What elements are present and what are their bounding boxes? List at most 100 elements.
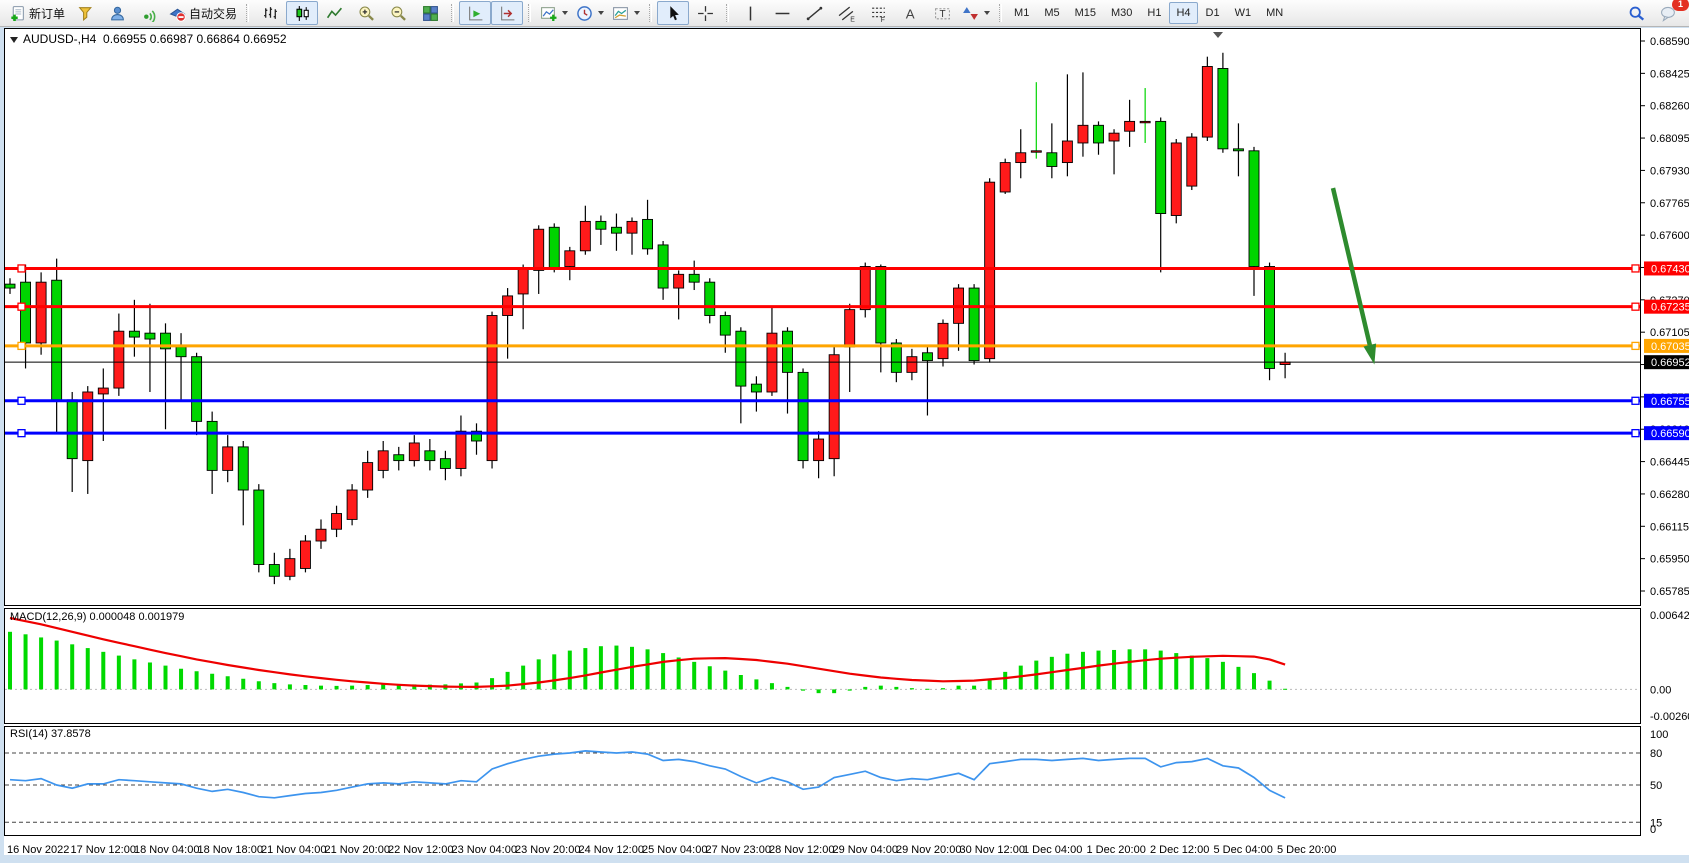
svg-text:0.00: 0.00	[1650, 684, 1671, 696]
svg-text:0.65950: 0.65950	[1650, 554, 1689, 566]
vertical-line-button[interactable]	[734, 1, 766, 25]
indicators-button[interactable]	[536, 1, 572, 25]
svg-text:24 Nov 12:00: 24 Nov 12:00	[579, 844, 644, 855]
new-order-icon	[11, 5, 24, 21]
trendline-button[interactable]	[798, 1, 830, 25]
hline-0.66952[interactable]: 0.66952	[5, 355, 1689, 370]
indicators-icon	[541, 6, 557, 21]
hline-0.67430[interactable]: 0.67430	[5, 261, 1689, 276]
svg-text:2 Dec 12:00: 2 Dec 12:00	[1150, 844, 1209, 855]
svg-text:27 Nov 23:00: 27 Nov 23:00	[706, 844, 771, 855]
candlestick-chart-button[interactable]	[286, 1, 319, 25]
new-order-label: 新订单	[29, 6, 66, 21]
svg-text:22 Nov 12:00: 22 Nov 12:00	[388, 844, 453, 855]
timeframe-m1[interactable]: M1	[1014, 7, 1030, 19]
svg-text:16 Nov 2022: 16 Nov 2022	[7, 844, 69, 855]
signal-button[interactable]	[133, 1, 165, 25]
timeframe-m30[interactable]: M30	[1111, 7, 1133, 19]
rsi-line	[9, 750, 1286, 799]
svg-text:0.68095: 0.68095	[1650, 133, 1689, 145]
horizontal-line-icon	[775, 12, 789, 14]
candle	[97, 387, 109, 395]
svg-text:1 Dec 20:00: 1 Dec 20:00	[1087, 844, 1146, 855]
chart-svg[interactable]: 0.68590 0.68425 0.68260 0.68095 0.67930 0.677…	[4, 28, 1689, 856]
chevron-down-icon	[562, 11, 569, 15]
autotrading-button[interactable]: 自动交易	[165, 1, 241, 25]
new-order-button[interactable]: 新订单	[5, 1, 69, 25]
candle	[160, 332, 171, 350]
svg-text:0.67035: 0.67035	[1651, 341, 1689, 353]
candle	[1093, 124, 1104, 144]
candle	[844, 309, 856, 348]
cursor-icon	[669, 5, 679, 20]
candle	[1186, 136, 1198, 187]
autotrading-label: 自动交易	[189, 6, 238, 21]
candle	[533, 228, 545, 271]
arrows-tool-button[interactable]	[958, 1, 994, 25]
candle	[999, 162, 1011, 193]
candle	[626, 220, 638, 234]
timeframe-m15[interactable]: M15	[1074, 7, 1096, 19]
timeframe-mn[interactable]: MN	[1266, 7, 1284, 19]
svg-text:0.67105: 0.67105	[1650, 327, 1689, 339]
svg-text:0.66445: 0.66445	[1650, 457, 1689, 469]
bar-chart-button[interactable]	[254, 1, 286, 25]
down-arrow-annotation[interactable]	[1330, 187, 1377, 365]
profile-button[interactable]	[101, 1, 133, 25]
tile-windows-button[interactable]	[414, 1, 446, 25]
candle	[113, 330, 125, 389]
candle	[128, 330, 140, 338]
candle	[222, 446, 234, 471]
candle	[1124, 120, 1136, 132]
macd-signal-line	[9, 616, 1286, 689]
svg-text:80: 80	[1650, 748, 1662, 760]
text-tool-button[interactable]: A	[894, 1, 926, 25]
zoom-out-button[interactable]	[382, 1, 414, 25]
timeframe-h4[interactable]: H4	[1169, 2, 1198, 24]
candle	[4, 283, 16, 289]
horizontal-line-button[interactable]	[766, 1, 798, 25]
svg-text:0.68425: 0.68425	[1650, 68, 1689, 80]
funnel-button[interactable]	[69, 1, 101, 25]
svg-text:23 Nov 04:00: 23 Nov 04:00	[452, 844, 517, 855]
candle	[1077, 124, 1089, 144]
candle	[595, 220, 607, 230]
timeframe-m5[interactable]: M5	[1044, 7, 1060, 19]
svg-text:0.67765: 0.67765	[1650, 198, 1689, 210]
line-chart-button[interactable]	[318, 1, 350, 25]
auto-scroll-button[interactable]	[459, 1, 492, 25]
candle	[719, 315, 731, 336]
bar-chart-icon	[263, 6, 277, 19]
equidistant-channel-button[interactable]: E	[830, 1, 862, 25]
timeframe-h1[interactable]: H1	[1147, 7, 1162, 19]
hline-0.67235[interactable]: 0.67235	[5, 299, 1689, 314]
zoom-in-button[interactable]	[350, 1, 382, 25]
candle	[486, 315, 498, 462]
text-label-button[interactable]: T	[926, 1, 958, 25]
tile-windows-icon	[422, 5, 438, 21]
chart-shift-button[interactable]	[491, 1, 524, 25]
chart-shift-marker[interactable]	[1213, 32, 1223, 38]
crosshair-button[interactable]	[689, 1, 721, 25]
fibonacci-button[interactable]: F	[862, 1, 894, 25]
timeframe-w1[interactable]: W1	[1234, 7, 1252, 19]
templates-button[interactable]	[608, 1, 644, 25]
chart-canvas[interactable]: 0.68590 0.68425 0.68260 0.68095 0.67930 0.677…	[4, 28, 1689, 856]
svg-text:0.66115: 0.66115	[1650, 521, 1689, 533]
candle	[362, 462, 374, 491]
svg-text:50: 50	[1650, 780, 1662, 792]
search-button[interactable]	[1620, 1, 1652, 25]
timeframe-d1[interactable]: D1	[1205, 7, 1220, 19]
periods-button[interactable]	[572, 1, 608, 25]
svg-text:0.67235: 0.67235	[1651, 302, 1689, 314]
chat-button[interactable]: 1	[1652, 0, 1689, 25]
chevron-down-icon	[598, 11, 605, 15]
hline-0.66590[interactable]: 0.66590	[5, 426, 1689, 441]
cursor-button[interactable]	[657, 1, 690, 25]
hline-0.66755[interactable]: 0.66755	[5, 393, 1689, 408]
toolbar-separator	[246, 4, 250, 22]
clock-icon	[577, 5, 592, 21]
candle	[1201, 66, 1213, 138]
svg-text:F: F	[880, 16, 884, 21]
